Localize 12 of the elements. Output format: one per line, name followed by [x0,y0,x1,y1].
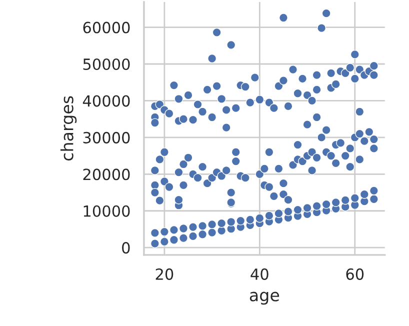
y-tick-label: 20000 [83,168,130,180]
x-tick-label: 60 [346,268,364,280]
y-axis-title: charges [60,96,77,161]
x-axis-title: age [250,292,280,305]
y-tick-label: 10000 [84,205,130,217]
y-tick-label: 60000 [83,22,130,34]
y-tick-label: 40000 [82,95,130,107]
y-tick-label: 30000 [83,132,130,144]
y-tick-label: 50000 [83,58,130,70]
x-tick-label: 20 [156,268,174,280]
x-tick-label: 40 [250,268,268,280]
y-tick-label: 0 [122,242,130,254]
